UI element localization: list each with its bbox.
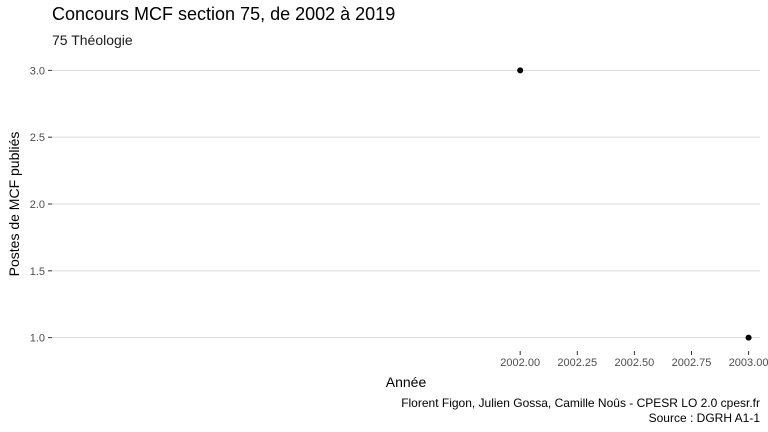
y-tick-label: 3.0: [30, 65, 45, 77]
data-points: [517, 67, 752, 341]
x-axis-title: Année: [386, 374, 427, 390]
caption-authors: Florent Figon, Julien Gossa, Camille Noû…: [401, 396, 760, 410]
chart-caption: Florent Figon, Julien Gossa, Camille Noû…: [401, 396, 760, 426]
y-tick-label: 1.0: [30, 333, 45, 345]
y-tick-label: 2.0: [30, 199, 45, 211]
chart-title: Concours MCF section 75, de 2002 à 2019: [52, 4, 396, 24]
y-tick-label: 1.5: [30, 266, 45, 278]
y-tick-label: 2.5: [30, 132, 45, 144]
x-tick-label: 2003.00: [729, 357, 768, 369]
y-axis: 1.0 1.5 2.0 2.5 3.0: [30, 65, 52, 345]
x-axis: 2002.00 2002.25 2002.50 2002.75 2003.00: [500, 351, 768, 369]
x-tick-label: 2002.25: [557, 357, 597, 369]
grid-lines: [52, 69, 760, 339]
y-axis-title: Postes de MCF publiés: [6, 132, 22, 277]
x-tick-label: 2002.75: [672, 357, 712, 369]
data-point: [517, 67, 524, 74]
x-tick-label: 2002.50: [615, 357, 655, 369]
x-tick-label: 2002.00: [500, 357, 540, 369]
caption-source: Source : DGRH A1-1: [648, 411, 760, 425]
chart-subtitle: 75 Théologie: [52, 32, 133, 48]
data-point: [745, 334, 752, 341]
